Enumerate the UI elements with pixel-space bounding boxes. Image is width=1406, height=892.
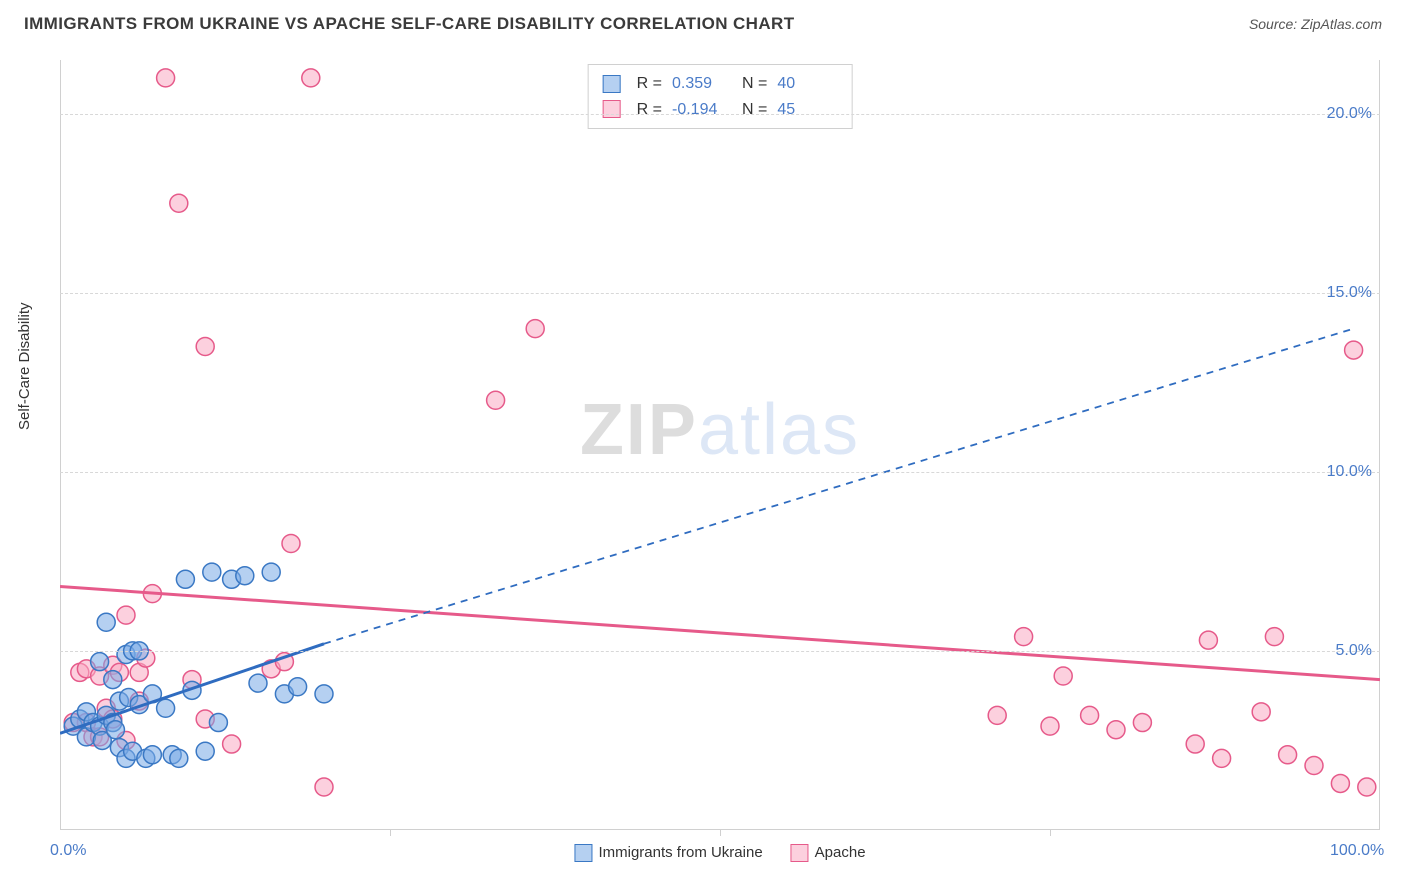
chart-title: IMMIGRANTS FROM UKRAINE VS APACHE SELF-C… (24, 14, 795, 34)
grid-line (60, 293, 1380, 294)
x-tick-mark (1050, 830, 1051, 836)
x-tick-label: 100.0% (1330, 842, 1384, 860)
data-point (1345, 341, 1363, 359)
x-legend-item: Immigrants from Ukraine (574, 844, 762, 862)
stat-legend-row: R = -0.194 N = 45 (603, 97, 838, 123)
data-point (143, 746, 161, 764)
n-label: N = (742, 71, 767, 97)
x-tick-mark (390, 830, 391, 836)
data-point (988, 706, 1006, 724)
data-point (196, 742, 214, 760)
data-point (1213, 749, 1231, 767)
data-point (1041, 717, 1059, 735)
x-legend-label: Apache (815, 844, 866, 861)
data-point (117, 606, 135, 624)
data-point (1107, 721, 1125, 739)
x-legend-label: Immigrants from Ukraine (598, 844, 762, 861)
data-point (176, 570, 194, 588)
data-point (315, 778, 333, 796)
trend-line (324, 329, 1354, 644)
data-point (282, 534, 300, 552)
legend-swatch (603, 75, 621, 93)
data-point (97, 613, 115, 631)
r-label: R = (637, 97, 662, 123)
source-attribution: Source: ZipAtlas.com (1249, 16, 1382, 32)
legend-swatch (791, 844, 809, 862)
x-tick-label: 0.0% (50, 842, 86, 860)
stat-legend: R = 0.359 N = 40 R = -0.194 N = 45 (588, 64, 853, 129)
data-point (1358, 778, 1376, 796)
legend-swatch (603, 100, 621, 118)
r-value: 0.359 (672, 71, 732, 97)
scatter-chart: ZIPatlas R =0.359N =40R =-0.194N =45 Imm… (60, 60, 1380, 830)
data-point (157, 699, 175, 717)
data-point (302, 69, 320, 87)
data-point (236, 567, 254, 585)
x-tick-mark (720, 830, 721, 836)
data-point (1331, 774, 1349, 792)
y-tick-label: 10.0% (1327, 463, 1372, 481)
data-point (249, 674, 267, 692)
data-point (1279, 746, 1297, 764)
grid-line (60, 472, 1380, 473)
data-point (262, 563, 280, 581)
data-point (1305, 757, 1323, 775)
n-value: 45 (777, 97, 837, 123)
n-label: N = (742, 97, 767, 123)
x-legend: Immigrants from Ukraine Apache (574, 844, 865, 862)
r-value: -0.194 (672, 97, 732, 123)
data-point (1199, 631, 1217, 649)
x-legend-item: Apache (791, 844, 866, 862)
y-tick-label: 15.0% (1327, 284, 1372, 302)
r-label: R = (637, 71, 662, 97)
grid-line (60, 651, 1380, 652)
data-point (223, 735, 241, 753)
data-point (1252, 703, 1270, 721)
data-point (1133, 714, 1151, 732)
data-point (91, 653, 109, 671)
data-point (196, 338, 214, 356)
data-point (315, 685, 333, 703)
data-point (487, 391, 505, 409)
data-point (1054, 667, 1072, 685)
legend-swatch (574, 844, 592, 862)
stat-legend-row: R = 0.359 N = 40 (603, 71, 838, 97)
data-point (203, 563, 221, 581)
data-point (526, 320, 544, 338)
data-point (170, 194, 188, 212)
plot-svg (60, 60, 1380, 830)
y-axis-label: Self-Care Disability (16, 302, 33, 430)
y-tick-label: 5.0% (1336, 642, 1372, 660)
data-point (1265, 628, 1283, 646)
data-point (104, 671, 122, 689)
data-point (1186, 735, 1204, 753)
data-point (106, 721, 124, 739)
grid-line (60, 114, 1380, 115)
y-tick-label: 20.0% (1327, 105, 1372, 123)
data-point (289, 678, 307, 696)
data-point (1015, 628, 1033, 646)
n-value: 40 (777, 71, 837, 97)
data-point (1081, 706, 1099, 724)
data-point (209, 714, 227, 732)
data-point (157, 69, 175, 87)
data-point (170, 749, 188, 767)
